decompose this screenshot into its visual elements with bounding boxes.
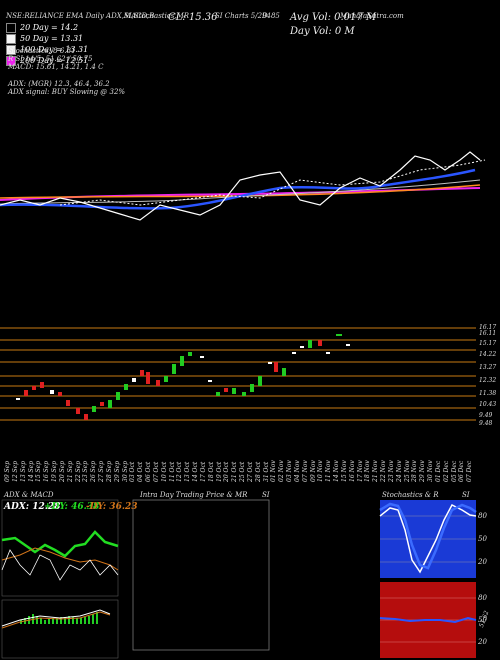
minus-dy-value: -DY: 36.23 xyxy=(86,502,138,512)
stoch-tick-80: 80 xyxy=(478,512,487,520)
adx-panel-title: ADX & MACD xyxy=(4,491,54,499)
ma100-swatch xyxy=(6,45,16,55)
adx-readout: ADX: (MGR) 12.3, 46.4, 36.2 xyxy=(8,80,110,88)
price-level-label: 16.17 xyxy=(479,324,497,331)
stochastics-readout: Stochastics: 8 6.81 xyxy=(8,47,76,55)
adx-value: ADX: 12.28 xyxy=(4,502,61,512)
adx-green-line xyxy=(1,530,119,558)
chart-top-label-2: SI,Stochastics,MR xyxy=(124,12,190,20)
price-level-label: 9.49 xyxy=(479,412,493,419)
avg-volume-label: Avg Vol: 0.017 M xyxy=(290,12,377,23)
chart-top-label-5: MunafaSutra.com xyxy=(340,12,404,20)
price-white-line xyxy=(0,151,481,221)
ma200-swatch xyxy=(6,56,16,66)
chart-top-label-3: SI Charts 5/29485 xyxy=(215,12,280,20)
rsi-tick-80: 80 xyxy=(478,594,487,602)
rsi-readout: R SI 14/5: 51.62 / 50.75 xyxy=(8,55,93,63)
stoch-k-line xyxy=(379,504,477,574)
ma-legend-200: 200 Day = 12.51 xyxy=(6,56,88,66)
price-level-label: 12.32 xyxy=(479,377,497,384)
chart-top-label-1: NSE:RELIANCE EMA Daily ADX,MACD,B xyxy=(6,12,155,20)
macd-readout: MACD: 15.61, 14.21, 1.4 C xyxy=(8,63,104,71)
adx-orange-line xyxy=(1,547,119,571)
ma50-swatch xyxy=(6,34,16,44)
stoch-tick-50: 50 xyxy=(478,535,487,543)
close-price-label: CL: 15.36 xyxy=(168,12,218,23)
ma20-swatch xyxy=(6,23,16,33)
ma20-label: 20 Day = 14.2 xyxy=(20,23,79,32)
ma200-label: 200 Day = 12.51 xyxy=(20,56,89,65)
macd-white-line xyxy=(1,609,111,627)
adx-panel xyxy=(1,499,119,597)
adx-white-line xyxy=(1,549,119,581)
rsi-tick-50: 50 xyxy=(478,616,487,624)
price-level-label: 13.27 xyxy=(479,364,497,371)
rsi-tick-20: 20 xyxy=(478,638,487,646)
ma100-label: 100 Day = 13.31 xyxy=(20,45,89,54)
intraday-panel xyxy=(132,499,270,651)
ma-legend-20: 20 Day = 14.2 xyxy=(6,23,78,33)
chart-top-label-4: D xyxy=(262,12,268,20)
price-level-label: 16.11 xyxy=(479,330,497,337)
macd-panel xyxy=(1,599,119,659)
ema-dotted-line xyxy=(59,159,486,206)
price-grid xyxy=(0,327,476,421)
ma-legend-100: 100 Day = 13.31 xyxy=(6,45,88,55)
day-volume-label: Day Vol: 0 M xyxy=(290,26,355,37)
price-level-label: 15.17 xyxy=(479,340,497,347)
ma-legend-50: 50 Day = 13.31 xyxy=(6,34,83,44)
stoch-panel-title: Stochastics & R xyxy=(382,491,439,499)
price-level-label: 11.38 xyxy=(479,390,497,397)
stoch-si-label: SI xyxy=(462,491,470,499)
adx-signal-readout: ADX signal: BUY Slowing @ 32% xyxy=(8,88,126,96)
intra-panel-title: Intra Day Trading Price & MR xyxy=(140,491,248,499)
stoch-d-line xyxy=(379,502,477,570)
price-level-label: 9.48 xyxy=(479,420,493,427)
price-level-label: 10.43 xyxy=(479,401,497,408)
rsi-line xyxy=(379,616,477,624)
plus-dy-value: +DY: 46.38 xyxy=(44,502,100,512)
stoch-tick-20: 20 xyxy=(478,558,487,566)
macd-signal-line xyxy=(1,611,111,629)
ma50-label: 50 Day = 13.31 xyxy=(20,34,84,43)
ema20-blue-line xyxy=(0,168,476,210)
candles xyxy=(16,334,350,420)
price-level-label: 14.22 xyxy=(479,351,497,358)
intra-si-label: SI xyxy=(262,491,270,499)
